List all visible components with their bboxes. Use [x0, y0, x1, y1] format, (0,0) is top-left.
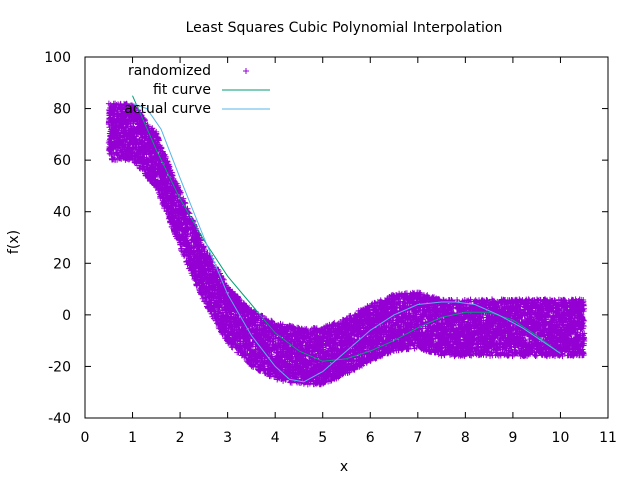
curves — [132, 95, 561, 383]
legend: randomized fit curve actual curve — [124, 63, 270, 117]
x-tick-label: 0 — [81, 430, 90, 446]
y-tick-label: -20 — [48, 359, 71, 375]
legend-label: actual curve — [124, 101, 211, 117]
x-tick-label: 8 — [461, 430, 470, 446]
axis-ticks: 0 1 2 3 4 5 6 7 8 9 10 11 -40 -20 0 20 40 60 80 100 — [44, 50, 617, 446]
y-tick-label: 100 — [44, 50, 71, 66]
legend-label: randomized — [128, 63, 211, 79]
x-tick-label: 11 — [599, 430, 617, 446]
x-tick-label: 3 — [223, 430, 232, 446]
fit-curve-line — [132, 95, 561, 362]
legend-marker — [243, 68, 249, 74]
y-tick-label: 40 — [53, 205, 71, 221]
x-tick-label: 9 — [508, 430, 517, 446]
y-tick-label: 60 — [53, 153, 71, 169]
y-tick-label: 80 — [53, 102, 71, 118]
y-tick-label: 0 — [62, 308, 71, 324]
randomized-points — [105, 100, 588, 388]
plot-frame — [84, 56, 609, 419]
x-tick-label: 2 — [176, 430, 185, 446]
y-tick-label: 20 — [53, 256, 71, 272]
y-axis-label: f(x) — [6, 230, 22, 254]
x-tick-label: 5 — [318, 430, 327, 446]
actual-curve-line — [132, 102, 561, 383]
x-tick-label: 6 — [366, 430, 375, 446]
x-tick-label: 7 — [413, 430, 422, 446]
legend-label: fit curve — [153, 82, 211, 98]
randomized-scatter-band — [105, 100, 588, 388]
x-tick-label: 1 — [128, 430, 137, 446]
x-tick-label: 10 — [552, 430, 570, 446]
x-tick-label: 4 — [271, 430, 280, 446]
chart-title: Least Squares Cubic Polynomial Interpola… — [186, 20, 503, 36]
x-axis-label: x — [340, 459, 348, 475]
y-tick-label: -40 — [48, 411, 71, 427]
